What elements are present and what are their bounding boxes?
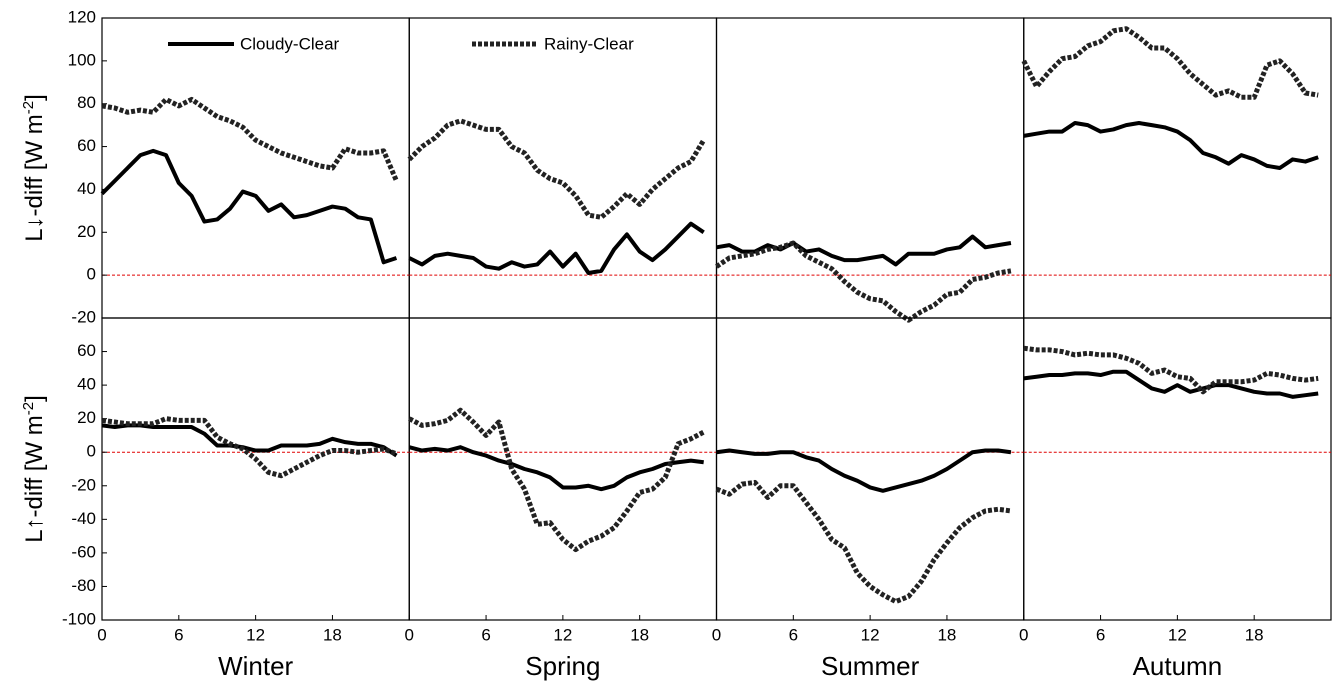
y-axis-label-main: L↑-diff [W m xyxy=(21,415,48,543)
x-tick-label: 6 xyxy=(174,625,183,644)
series-line xyxy=(408,445,704,492)
panel-frame xyxy=(1023,317,1332,621)
series-line xyxy=(408,407,705,553)
series-line xyxy=(100,148,398,265)
panel-frame xyxy=(101,17,410,319)
series-line xyxy=(716,448,1012,493)
x-axis-label: Spring xyxy=(525,651,600,681)
y-axis-label: L↓-diff [W m-2] xyxy=(20,94,48,242)
panel-frame xyxy=(715,17,1025,319)
x-tick-label: 18 xyxy=(1245,625,1264,644)
series-line xyxy=(101,416,398,479)
y-tick-label: 100 xyxy=(68,50,96,69)
y-tick-label: 0 xyxy=(87,442,96,461)
x-axis-label: Winter xyxy=(218,651,293,681)
x-tick-label: 6 xyxy=(789,625,798,644)
panel-frame xyxy=(408,17,718,319)
x-tick-label: 6 xyxy=(481,625,490,644)
x-tick-label: 18 xyxy=(323,625,342,644)
y-tick-label: -20 xyxy=(71,475,96,494)
x-tick-label: 6 xyxy=(1096,625,1105,644)
series-line xyxy=(101,96,399,182)
x-tick-label: 12 xyxy=(553,625,572,644)
x-tick-label: 0 xyxy=(1019,625,1028,644)
x-tick-label: 12 xyxy=(1168,625,1187,644)
series-line xyxy=(716,234,1012,267)
y-tick-label: 20 xyxy=(77,222,96,241)
y-tick-label: 20 xyxy=(77,408,96,427)
series-line xyxy=(715,240,1012,323)
series-line xyxy=(407,118,706,220)
y-tick-label: 60 xyxy=(77,136,96,155)
series-line xyxy=(715,479,1012,605)
y-axis-label-end: ] xyxy=(21,395,48,402)
y-axis-label: L↑-diff [W m-2] xyxy=(20,395,48,543)
x-axis-label: Autumn xyxy=(1133,651,1223,681)
series-line xyxy=(1023,345,1319,395)
y-tick-label: -100 xyxy=(62,609,96,628)
y-axis-label-main: L↓-diff [W m xyxy=(21,114,48,242)
y-axis-label-sup: -2 xyxy=(20,101,37,114)
series-line xyxy=(1021,26,1319,100)
x-tick-label: 0 xyxy=(97,625,106,644)
panel-frame xyxy=(101,317,410,621)
legend-label: Rainy-Clear xyxy=(544,34,634,53)
y-axis-label-sup: -2 xyxy=(20,402,37,415)
x-tick-label: 12 xyxy=(246,625,265,644)
y-tick-label: 120 xyxy=(68,7,96,26)
series-line xyxy=(101,423,398,458)
series-line xyxy=(1023,369,1319,399)
y-tick-label: -40 xyxy=(71,509,96,528)
x-tick-label: 18 xyxy=(630,625,649,644)
y-tick-label: 60 xyxy=(77,341,96,360)
x-tick-label: 0 xyxy=(712,625,721,644)
y-tick-label: -80 xyxy=(71,576,96,595)
x-axis-label: Summer xyxy=(821,651,920,681)
y-tick-label: 80 xyxy=(77,93,96,112)
y-tick-label: -20 xyxy=(71,307,96,326)
x-tick-label: 18 xyxy=(937,625,956,644)
y-axis-label-end: ] xyxy=(21,94,48,101)
x-tick-label: 0 xyxy=(405,625,414,644)
y-tick-label: 40 xyxy=(77,179,96,198)
x-tick-label: 12 xyxy=(861,625,880,644)
y-tick-label: -60 xyxy=(71,542,96,561)
legend-label: Cloudy-Clear xyxy=(240,34,340,53)
series-line xyxy=(1023,121,1319,170)
y-tick-label: 40 xyxy=(77,375,96,394)
series-line xyxy=(408,221,705,275)
panel-frame xyxy=(715,317,1025,621)
y-tick-label: 0 xyxy=(87,265,96,284)
